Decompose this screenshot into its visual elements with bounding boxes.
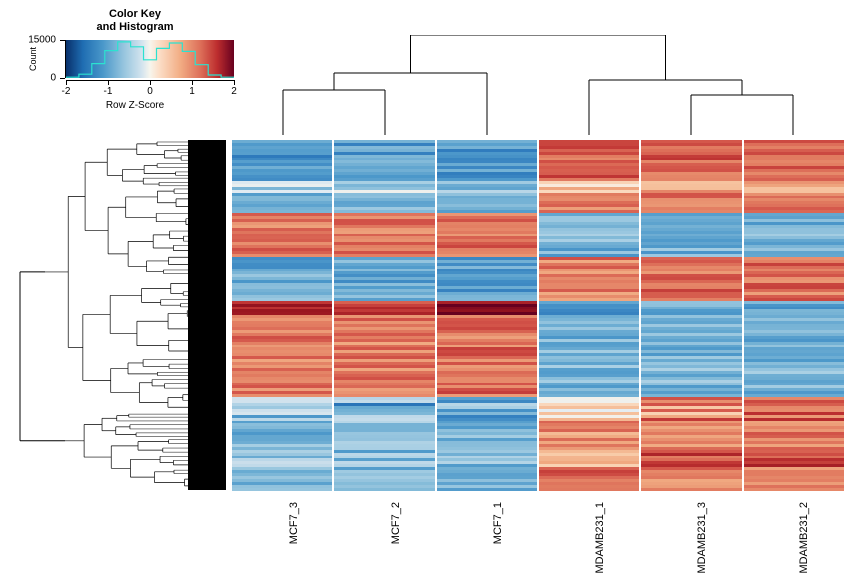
heatmap-cell (539, 488, 639, 491)
column-label: MDAMB231_1 (594, 502, 606, 574)
color-key-panel: Color Key and Histogram -2-1012 Row Z-Sc… (30, 8, 240, 128)
heatmap-cell (437, 488, 537, 491)
column-label: MCF7_3 (288, 502, 300, 544)
heatmap-cell (334, 488, 434, 491)
column-label: MCF7_2 (390, 502, 402, 544)
color-key-x-tick: 0 (147, 86, 153, 97)
column-label: MDAMB231_2 (798, 502, 810, 574)
color-key-title: Color Key and Histogram (30, 8, 240, 34)
column-labels: MCF7_3MCF7_2MCF7_1MDAMB231_1MDAMB231_3MD… (232, 496, 844, 552)
color-key-y-label: Count (28, 40, 38, 78)
heatmap-cell (744, 488, 844, 491)
column-label: MCF7_1 (492, 502, 504, 544)
column-label: MDAMB231_3 (696, 502, 708, 574)
color-key-x-tick: -1 (104, 86, 113, 97)
color-key-title-l1: Color Key (109, 8, 161, 20)
heatmap-cell (641, 488, 741, 491)
color-key-title-l2: and Histogram (96, 21, 173, 33)
color-key-x-tick: 1 (189, 86, 195, 97)
column-dendrogram (232, 35, 844, 135)
color-key-y-tick: 0 (50, 73, 56, 84)
row-dendrogram (10, 140, 226, 490)
heatmap-cell (232, 488, 332, 491)
heatmap-row (232, 488, 844, 491)
color-key-gradient-box (66, 40, 234, 78)
heatmap-grid (232, 140, 844, 490)
color-key-histogram (66, 40, 234, 78)
color-key-x-label: Row Z-Score (30, 100, 240, 111)
color-key-x-tick: -2 (62, 86, 71, 97)
